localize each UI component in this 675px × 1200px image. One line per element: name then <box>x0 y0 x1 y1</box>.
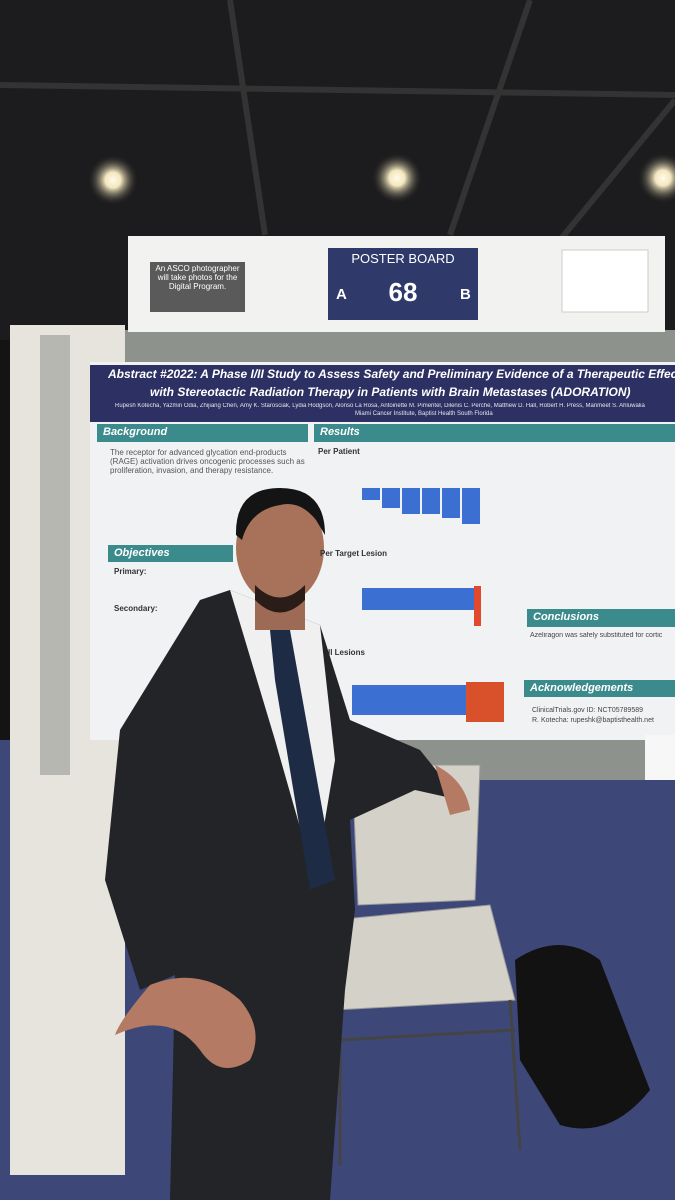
objectives-secondary: Secondary: <box>114 604 158 613</box>
trial-id: ClinicalTrials.gov ID: NCT05789589 <box>532 707 644 714</box>
section-heading: Results <box>314 424 675 442</box>
sign-side-a: A <box>336 286 347 303</box>
poster-title: with Stereotactic Radiation Therapy in P… <box>150 386 631 399</box>
sign-title: POSTER BOARD <box>351 251 455 266</box>
poster-authors: Rupesh Kotecha, Yazmin Odia, Zhijiang Ch… <box>115 403 645 409</box>
poster-affiliation: Miami Cancer Institute, Baptist Health S… <box>355 411 493 417</box>
conclusions-text: Azeliragon was safely substituted for co… <box>530 632 663 639</box>
results-label: Per Patient <box>318 447 360 456</box>
sign-number: 68 <box>388 277 418 307</box>
section-heading: Conclusions <box>527 609 675 627</box>
photographer-note: An ASCO photographer will take photos fo… <box>155 264 240 292</box>
section-heading: Acknowledgements <box>524 680 675 697</box>
contact: R. Kotecha: rupeshk@baptisthealth.net <box>532 717 654 724</box>
background-text: The receptor for advanced glycation end-… <box>110 448 305 476</box>
section-heading: Objectives <box>108 545 233 562</box>
sign-side-b: B <box>460 286 471 303</box>
objectives-primary: Primary: <box>114 567 147 576</box>
results-label: Per Target Lesion <box>320 549 387 558</box>
poster-title: Abstract #2022: A Phase I/II Study to As… <box>108 368 675 381</box>
section-heading: Background <box>97 424 308 442</box>
results-label: ll Lesions <box>328 648 365 657</box>
